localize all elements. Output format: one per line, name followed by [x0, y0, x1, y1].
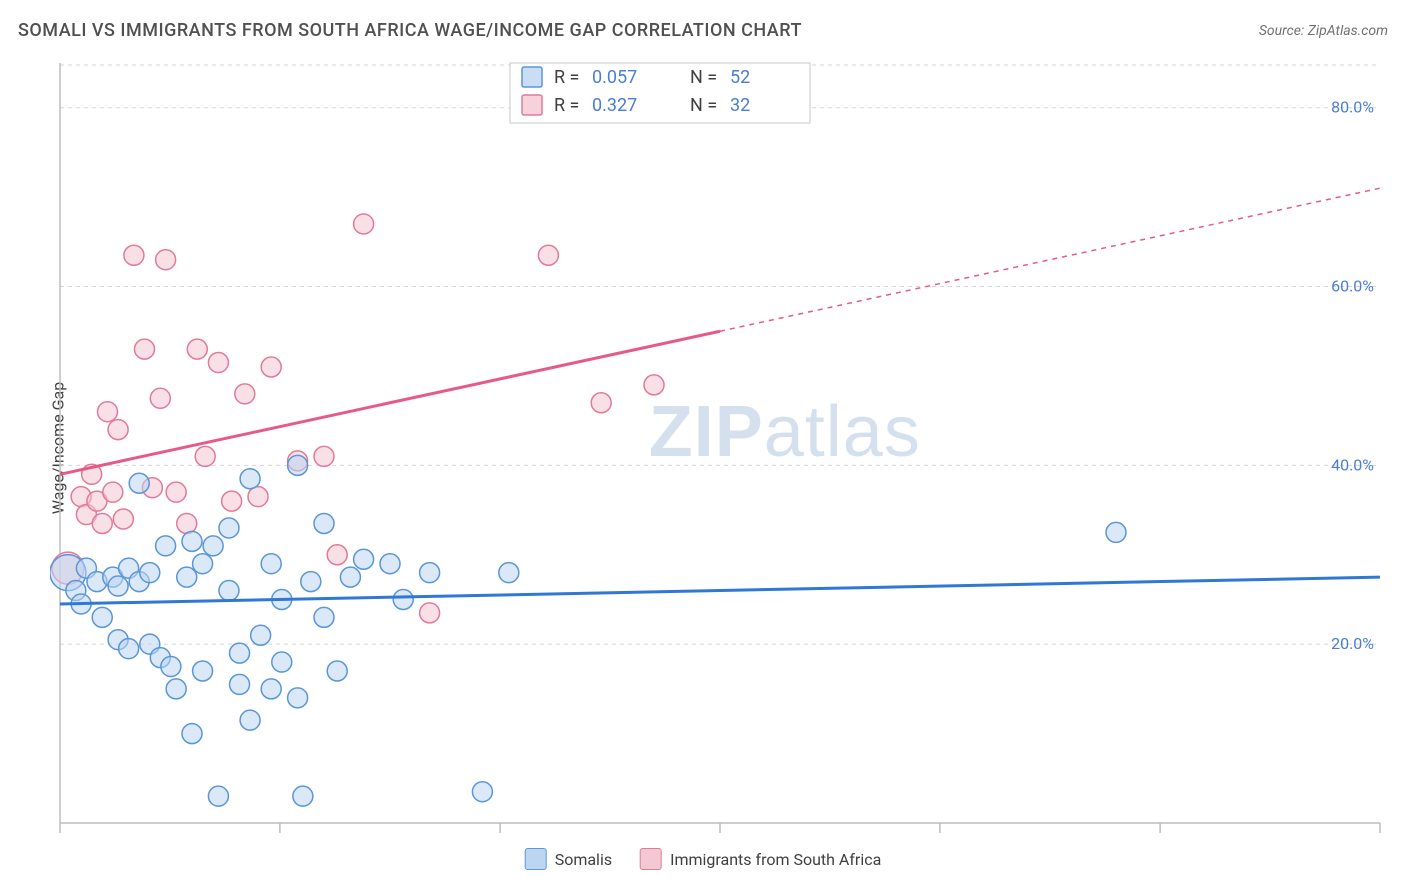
svg-text:80.0%: 80.0%: [1331, 98, 1374, 117]
svg-text:0.327: 0.327: [592, 95, 637, 116]
svg-text:0.057: 0.057: [592, 67, 637, 88]
legend-label: Somalis: [555, 850, 612, 869]
legend-label: Immigrants from South Africa: [670, 850, 881, 869]
svg-text:R =: R =: [554, 67, 579, 88]
svg-text:32: 32: [730, 95, 750, 116]
svg-text:0.0%: 0.0%: [62, 836, 96, 840]
svg-text:60.0%: 60.0%: [1331, 277, 1374, 296]
svg-text:N =: N =: [690, 95, 717, 116]
svg-text:40.0%: 40.0%: [1331, 455, 1374, 474]
svg-text:50.0%: 50.0%: [1335, 836, 1378, 840]
source-label: Source: ZipAtlas.com: [1259, 23, 1388, 39]
legend-item-somalis: Somalis: [525, 848, 612, 870]
svg-text:20.0%: 20.0%: [1331, 634, 1374, 653]
chart-title: SOMALI VS IMMIGRANTS FROM SOUTH AFRICA W…: [18, 20, 802, 41]
legend-item-south-africa: Immigrants from South Africa: [640, 848, 881, 870]
bottom-legend: Somalis Immigrants from South Africa: [525, 848, 882, 870]
svg-text:N =: N =: [690, 67, 717, 88]
svg-text:R =: R =: [554, 95, 579, 116]
swatch-icon: [640, 848, 662, 870]
scatter-chart: 20.0% 40.0% 60.0% 80.0% 0.0% 50.0% R = 0.057 N =…: [50, 55, 1386, 840]
svg-text:52: 52: [730, 67, 750, 88]
swatch-icon: [525, 848, 547, 870]
chart-area: Wage/Income Gap 20.0%40.0%60.0%80.0%0.0%…: [50, 55, 1386, 840]
